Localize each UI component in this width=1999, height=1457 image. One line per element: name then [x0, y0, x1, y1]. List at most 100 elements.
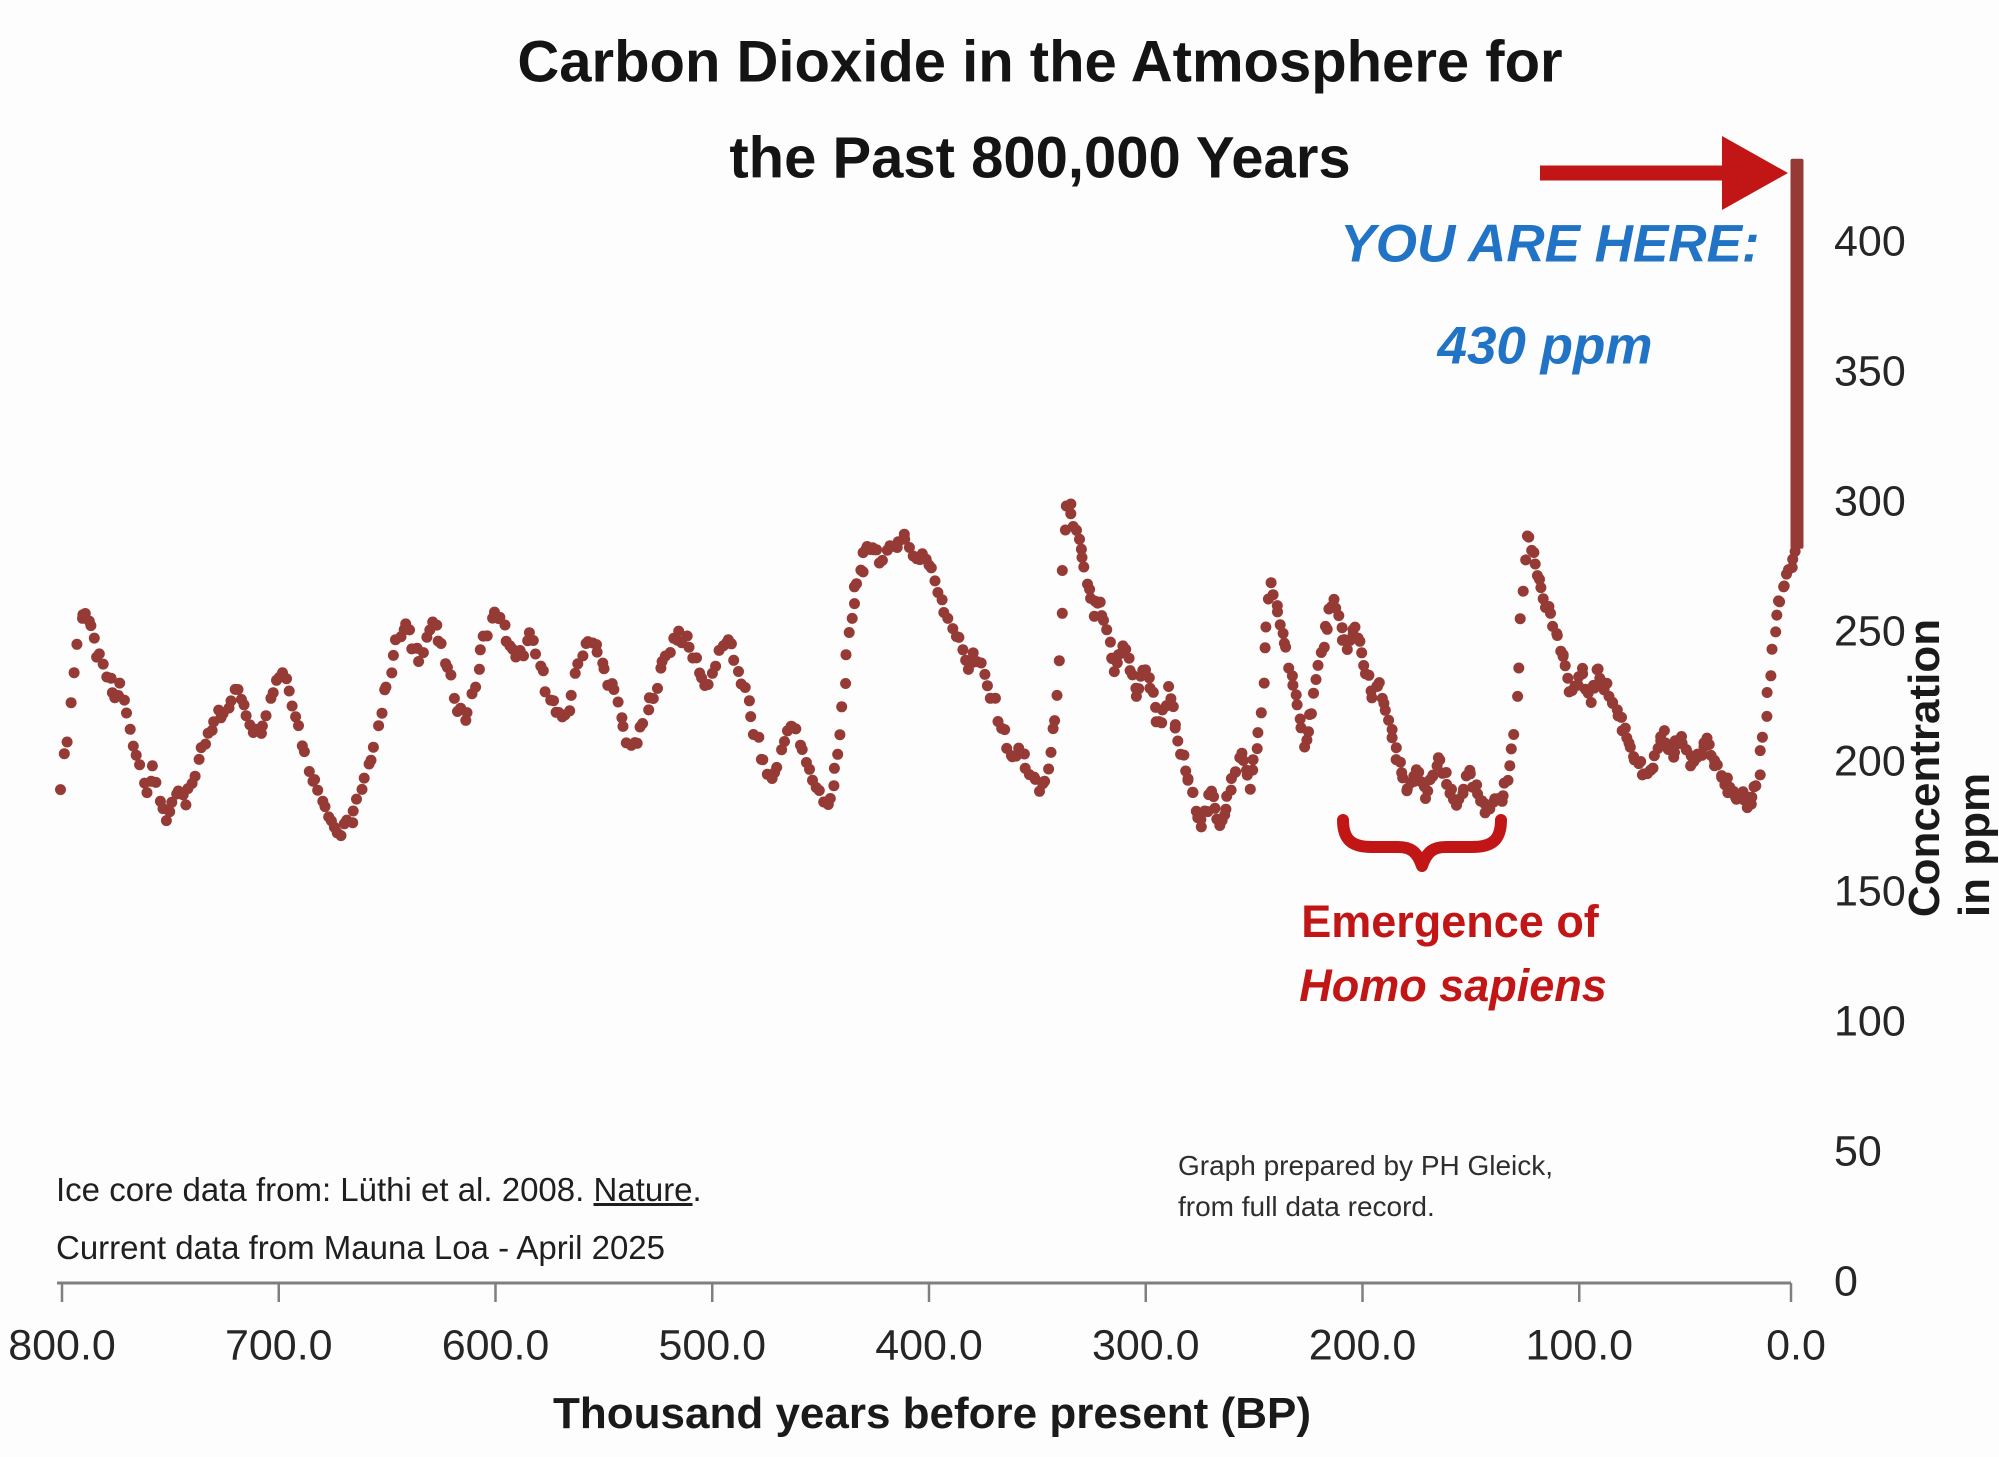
co2-data-point: [643, 704, 655, 716]
co2-data-point: [591, 646, 603, 658]
co2-data-point: [1446, 783, 1457, 795]
co2-data-point: [828, 780, 840, 792]
co2-data-point: [1045, 746, 1057, 758]
credit-line-1: Graph prepared by PH Gleick,: [1178, 1150, 1554, 1181]
co2-data-point: [828, 762, 840, 774]
co2-data-point: [367, 741, 379, 753]
co2-data-point: [779, 736, 790, 747]
co2-data-point: [840, 649, 852, 661]
co2-data-point: [481, 630, 493, 642]
co2-data-point: [1535, 582, 1547, 594]
co2-data-point: [1065, 508, 1077, 520]
y-tick-label: 400: [1834, 217, 1906, 266]
co2-data-point: [127, 740, 139, 752]
co2-data-point: [681, 630, 693, 642]
co2-data-point: [1172, 735, 1184, 747]
co2-data-point: [1127, 669, 1138, 681]
co2-data-point: [303, 766, 315, 777]
credit-line-2: from full data record.: [1178, 1191, 1435, 1222]
co2-data-point: [1397, 772, 1409, 784]
x-tick-label: 600.0: [441, 1321, 550, 1370]
co2-data-point: [1721, 772, 1733, 784]
co2-data-point: [1413, 766, 1425, 778]
current-co2-value-label: 430 ppm: [1437, 316, 1653, 376]
y-axis-title: Concentration in ppm: [1900, 618, 1999, 918]
co2-data-point: [999, 724, 1011, 736]
co2-data-point: [1502, 774, 1514, 786]
co2-data-point: [899, 533, 911, 545]
co2-data-point: [572, 658, 584, 670]
co2-data-point: [1774, 596, 1786, 608]
co2-data-point: [1770, 626, 1782, 638]
co2-data-point: [431, 619, 443, 631]
co2-data-point: [876, 554, 888, 566]
co2-data-point: [1225, 784, 1237, 796]
co2-data-point: [1394, 756, 1406, 768]
co2-data-point: [1094, 596, 1106, 608]
co2-data-point: [1178, 749, 1190, 761]
co2-data-point: [267, 687, 279, 699]
co2-data-point: [1562, 672, 1574, 684]
you-are-here-label: YOU ARE HERE:: [1340, 214, 1760, 274]
co2-data-point: [1290, 689, 1302, 701]
co2-data-point: [58, 748, 70, 760]
co2-data-point: [256, 720, 268, 732]
co2-data-point: [1341, 644, 1353, 655]
co2-data-point: [1390, 742, 1402, 754]
co2-data-point: [286, 700, 298, 712]
source-note-line-1: Ice core data from: Lüthi et al. 2008. N…: [56, 1171, 702, 1209]
x-tick-label: 800.0: [8, 1321, 116, 1370]
co2-data-point: [68, 667, 80, 679]
co2-data-point: [1195, 821, 1207, 833]
co2-data-point: [710, 660, 722, 672]
co2-data-point: [93, 648, 105, 660]
co2-data-point: [1272, 606, 1283, 618]
you-are-here-arrow: [1540, 136, 1788, 210]
co2-data-point: [461, 707, 473, 719]
co2-data-point: [981, 680, 993, 692]
co2-data-point: [683, 641, 695, 653]
co2-data-point: [1321, 623, 1333, 635]
co2-data-point: [435, 638, 447, 649]
co2-data-point: [673, 625, 685, 637]
co2-data-point: [739, 682, 751, 693]
co2-data-point: [824, 793, 836, 804]
co2-data-point: [1049, 715, 1061, 727]
source-note-prefix: Ice core data from: Lüthi et al. 2008.: [56, 1171, 594, 1208]
co2-data-point: [631, 737, 643, 749]
co2-data-point: [745, 711, 757, 723]
co2-data-point: [1711, 759, 1723, 771]
co2-data-point: [1247, 764, 1259, 776]
y-tick-label: 0: [1834, 1257, 1858, 1306]
co2-data-point: [903, 542, 915, 553]
co2-data-point: [1523, 531, 1535, 543]
co2-data-point: [141, 787, 153, 799]
co2-data-point: [193, 753, 205, 765]
co2-data-point: [1508, 729, 1520, 740]
co2-data-point: [1318, 641, 1330, 653]
co2-data-point: [1504, 760, 1516, 772]
emergence-label-line-2: Homo sapiens: [1299, 960, 1607, 1011]
co2-data-point: [1133, 683, 1145, 695]
co2-data-point: [160, 815, 172, 827]
co2-data-point: [1458, 783, 1469, 795]
co2-data-point: [942, 612, 954, 624]
x-tick-label: 200.0: [1308, 1321, 1417, 1370]
co2-data-point: [1265, 577, 1277, 589]
co2-data-point: [1108, 666, 1120, 678]
co2-data-point: [124, 723, 136, 735]
co2-data-point: [1647, 762, 1659, 774]
co2-data-point: [537, 665, 549, 677]
co2-data-point: [1528, 547, 1540, 558]
co2-data-point: [1209, 802, 1221, 814]
co2-data-point: [836, 701, 848, 713]
y-tick-label: 150: [1834, 867, 1906, 916]
co2-data-point: [757, 754, 769, 766]
co2-data-point: [71, 638, 83, 650]
co2-data-point: [373, 720, 385, 732]
emergence-brace: [1337, 814, 1507, 872]
co2-data-point: [283, 685, 295, 697]
modern-co2-spike: [1790, 158, 1804, 549]
co2-data-point: [1363, 669, 1375, 681]
